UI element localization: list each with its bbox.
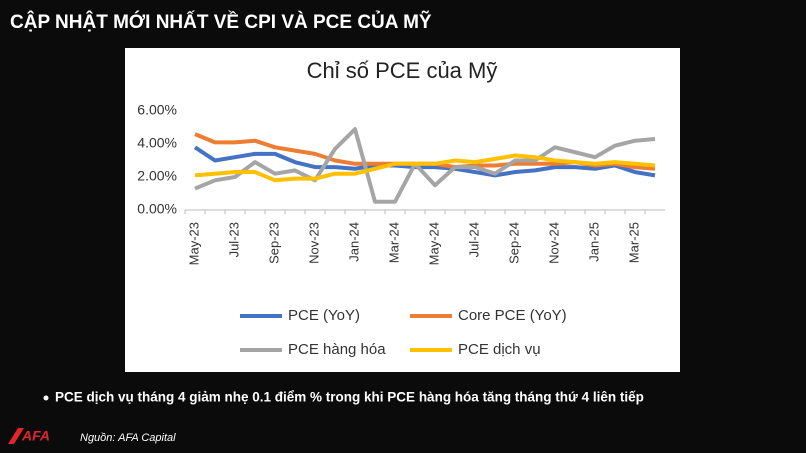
- y-tick-label: 4.00%: [137, 135, 177, 151]
- x-tick-label: Jul-24: [466, 222, 481, 257]
- series-line: [193, 145, 656, 178]
- x-tick-label: Nov-23: [306, 222, 321, 264]
- y-tick-label: 0.00%: [137, 201, 177, 217]
- y-tick-label: 2.00%: [137, 168, 177, 184]
- x-tick-label: Sep-24: [506, 222, 521, 264]
- bullet: [43, 395, 49, 401]
- legend-label: Core PCE (YoY): [458, 307, 567, 324]
- legend-label: PCE dịch vụ: [458, 341, 541, 358]
- x-tick-label: Mar-25: [626, 222, 641, 263]
- x-tick-label: Nov-24: [546, 222, 561, 264]
- x-tick-label: Jul-23: [226, 222, 241, 257]
- logo: AFA: [21, 428, 50, 444]
- x-tick-label: Mar-24: [386, 222, 401, 263]
- y-tick-label: 6.00%: [137, 102, 177, 118]
- legend-label: PCE (YoY): [288, 307, 360, 324]
- logo-icon: [8, 428, 24, 444]
- source: Nguồn: AFA Capital: [80, 432, 176, 444]
- note: PCE dịch vụ tháng 4 giảm nhẹ 0.1 điểm % …: [55, 390, 644, 405]
- x-tick-label: May-23: [186, 222, 201, 265]
- legend-label: PCE hàng hóa: [288, 341, 386, 358]
- series-line: [194, 127, 656, 204]
- x-tick-label: Jan-25: [586, 222, 601, 262]
- x-tick-label: Sep-23: [266, 222, 281, 264]
- series-line: [194, 153, 656, 183]
- x-tick-label: Jan-24: [346, 222, 361, 262]
- chart-title: Chỉ số PCE của Mỹ: [307, 58, 498, 83]
- x-tick-label: May-24: [426, 222, 441, 265]
- slide-title: CẬP NHẬT MỚI NHẤT VỀ CPI VÀ PCE CỦA MỸ: [10, 11, 432, 33]
